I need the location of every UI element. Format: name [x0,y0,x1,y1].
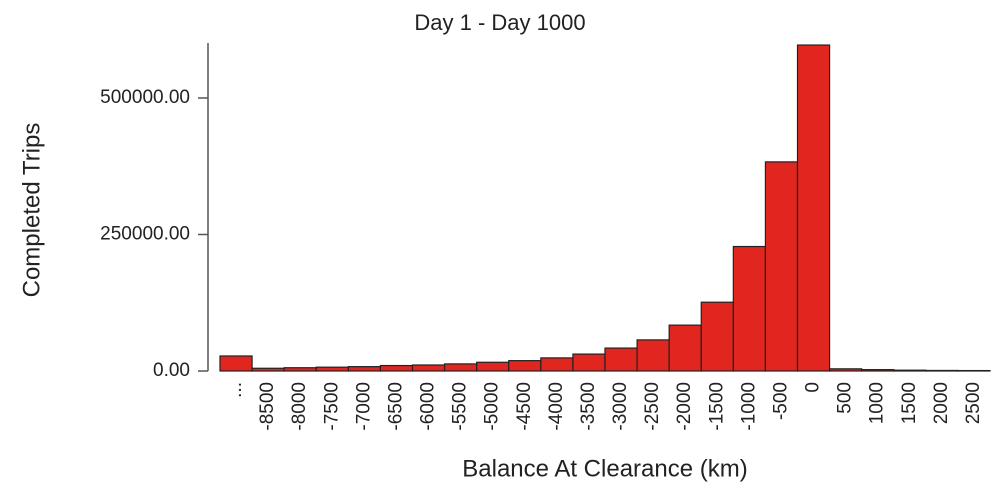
x-tick-label: -4500 [514,382,535,431]
bar [379,364,414,372]
x-tick-label: -1000 [738,382,759,431]
x-tick-label: -5500 [450,382,471,431]
bar [893,369,927,372]
x-tick-label: -6000 [418,382,439,431]
bar [508,360,542,372]
bar [443,363,478,372]
x-tick-label: -4000 [546,382,567,431]
bar [828,368,863,372]
y-tick-label: 250000.00 [100,224,190,245]
bar [636,339,670,372]
x-tick-label: -2500 [642,382,663,431]
x-tick-label: 1000 [867,382,888,424]
y-tick-label: 500000.00 [100,87,190,108]
x-tick-label: ... [225,382,246,398]
x-tick-label: -3500 [578,382,599,431]
x-tick-label: -500 [770,382,791,420]
bar [668,324,702,372]
bar [764,161,799,372]
bar [283,367,317,372]
y-axis-label: Completed Trips [18,123,45,298]
x-tick-label: 1500 [899,382,920,424]
bar [572,353,606,372]
bar [732,245,767,372]
x-tick-label: -8500 [257,382,278,431]
bar [796,44,831,372]
bar [604,347,638,372]
x-tick-label: 0 [803,382,824,393]
bar [251,367,285,372]
bar [411,364,446,372]
bar [219,355,253,372]
x-axis-label: Balance At Clearance (km) [462,455,747,482]
x-tick-label: -6500 [385,382,406,431]
bar [347,366,382,372]
bar [315,366,349,372]
y-tick-label: 0.00 [153,360,190,381]
x-tick-label: -7000 [353,382,374,431]
x-tick-label: -1500 [706,382,727,431]
x-tick-label: 500 [835,382,856,414]
bar [925,369,959,372]
x-tick-label: 2500 [963,382,984,424]
x-tick-label: -8000 [289,382,310,431]
bar [861,369,895,372]
x-tick-label: -2000 [674,382,695,431]
x-tick-label: 2000 [931,382,952,424]
bar [540,357,574,372]
x-tick-label: -3000 [610,382,631,431]
x-tick-label: -7500 [321,382,342,431]
x-tick-label: -5000 [482,382,503,431]
bar [476,361,510,372]
chart-title: Day 1 - Day 1000 [414,10,585,35]
bar [700,301,734,372]
